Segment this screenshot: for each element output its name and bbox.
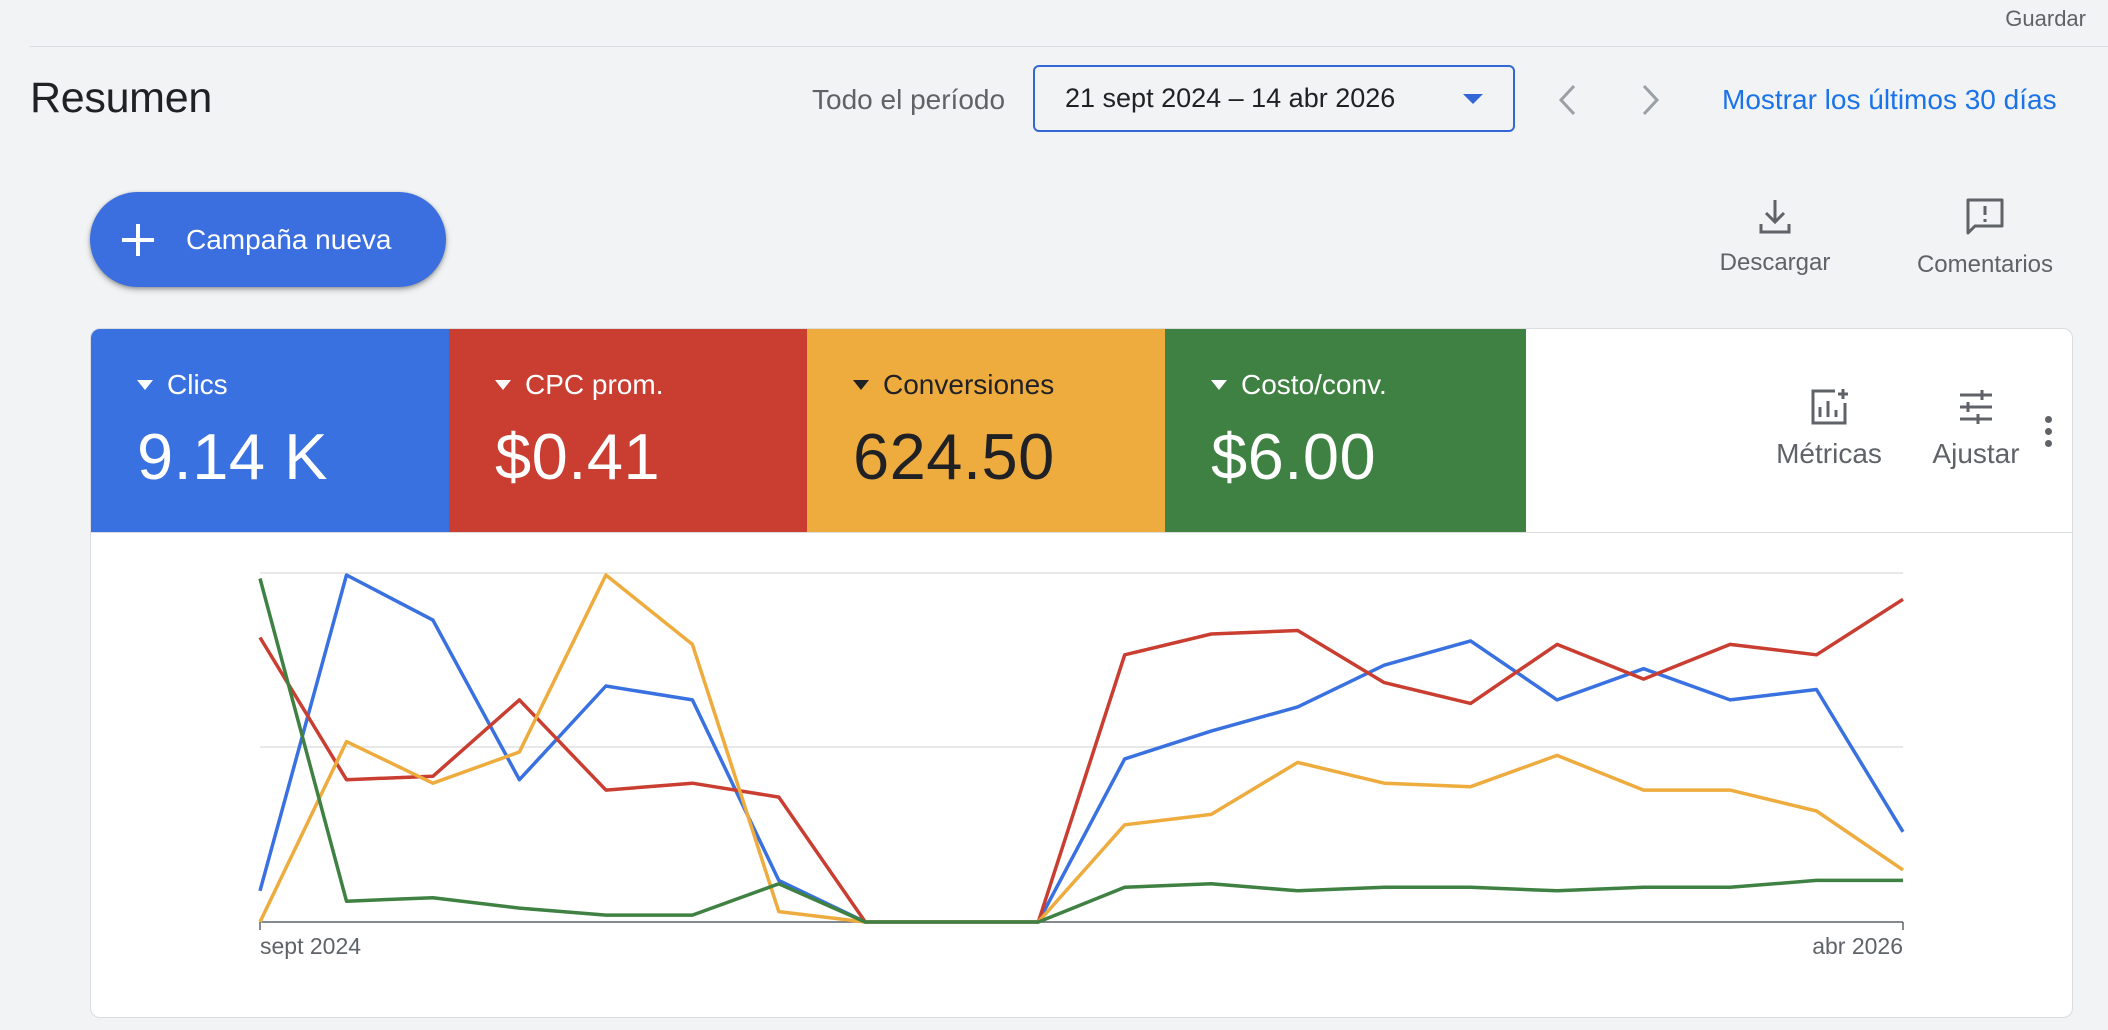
scorecard-label: Conversiones bbox=[883, 369, 1055, 400]
caret-down-icon bbox=[1211, 380, 1227, 390]
scorecard-cost-per-conv[interactable]: Costo/conv. $6.00 bbox=[1165, 329, 1526, 532]
scorecard-value: $0.41 bbox=[495, 420, 661, 493]
date-range-picker[interactable]: 21 sept 2024 – 14 abr 2026 bbox=[1033, 65, 1515, 132]
scorecard-value: $6.00 bbox=[1211, 420, 1377, 493]
comments-label: Comentarios bbox=[1916, 251, 2054, 278]
tile-divider bbox=[91, 532, 2072, 533]
x-axis-label-start: sept 2024 bbox=[260, 933, 361, 959]
header-divider bbox=[30, 46, 2108, 47]
tune-icon bbox=[1960, 390, 1992, 424]
series-line-2 bbox=[258, 573, 1904, 924]
chevron-left-icon bbox=[1558, 84, 1576, 116]
adjust-label: Ajustar bbox=[1932, 438, 2020, 469]
more-options-button[interactable] bbox=[2026, 409, 2070, 453]
next-period-button[interactable] bbox=[1632, 80, 1668, 120]
feedback-icon bbox=[1966, 198, 2004, 235]
chart-toolbar: Métricas Ajustar bbox=[1526, 329, 2072, 532]
series-line-1 bbox=[258, 597, 1904, 924]
scorecard-clicks[interactable]: Clics 9.14 K bbox=[91, 329, 449, 532]
series-line-0 bbox=[258, 573, 1905, 924]
performance-card: Clics 9.14 K CPC prom. $0.41 Conversione… bbox=[90, 328, 2073, 1018]
previous-period-button[interactable] bbox=[1550, 80, 1586, 120]
series-line-3 bbox=[258, 578, 1903, 924]
series-group bbox=[258, 573, 1905, 924]
x-axis-label-end: abr 2026 bbox=[1812, 933, 1903, 959]
date-range-text: 21 sept 2024 – 14 abr 2026 bbox=[1065, 83, 1396, 113]
new-campaign-label: Campaña nueva bbox=[186, 223, 392, 255]
scorecard-value: 9.14 K bbox=[137, 420, 328, 493]
add-chart-icon bbox=[1811, 389, 1848, 425]
chevron-right-icon bbox=[1642, 84, 1660, 116]
more-vert-icon bbox=[2044, 415, 2052, 423]
save-button[interactable]: Guardar bbox=[2005, 6, 2086, 31]
download-button[interactable]: Descargar bbox=[1710, 196, 1840, 277]
performance-line-chart: sept 2024 abr 2026 bbox=[258, 572, 1905, 959]
scorecard-label: CPC prom. bbox=[525, 369, 664, 400]
show-last-30-days-link[interactable]: Mostrar los últimos 30 días bbox=[1722, 84, 2057, 115]
new-campaign-button[interactable]: Campaña nueva bbox=[90, 192, 446, 287]
metrics-button[interactable]: Métricas bbox=[1764, 387, 1894, 470]
metrics-label: Métricas bbox=[1776, 438, 1882, 469]
scorecard-avg-cpc[interactable]: CPC prom. $0.41 bbox=[449, 329, 807, 532]
scorecard-label: Costo/conv. bbox=[1241, 369, 1387, 400]
scorecard-value: 624.50 bbox=[853, 420, 1055, 493]
comments-button[interactable]: Comentarios bbox=[1905, 196, 2065, 279]
caret-down-icon bbox=[137, 380, 153, 390]
download-label: Descargar bbox=[1719, 249, 1831, 276]
plus-icon bbox=[118, 220, 158, 260]
scorecard-conversions[interactable]: Conversiones 624.50 bbox=[807, 329, 1165, 532]
page-title: Resumen bbox=[30, 74, 212, 122]
dropdown-arrow-icon bbox=[1463, 93, 1483, 104]
download-icon bbox=[1759, 200, 1791, 234]
adjust-button[interactable]: Ajustar bbox=[1921, 387, 2031, 470]
caret-down-icon bbox=[495, 380, 511, 390]
scorecard-label: Clics bbox=[167, 369, 228, 400]
scorecard-row: Clics 9.14 K CPC prom. $0.41 Conversione… bbox=[91, 329, 1526, 532]
caret-down-icon bbox=[853, 380, 869, 390]
period-label: Todo el período bbox=[812, 84, 1006, 115]
